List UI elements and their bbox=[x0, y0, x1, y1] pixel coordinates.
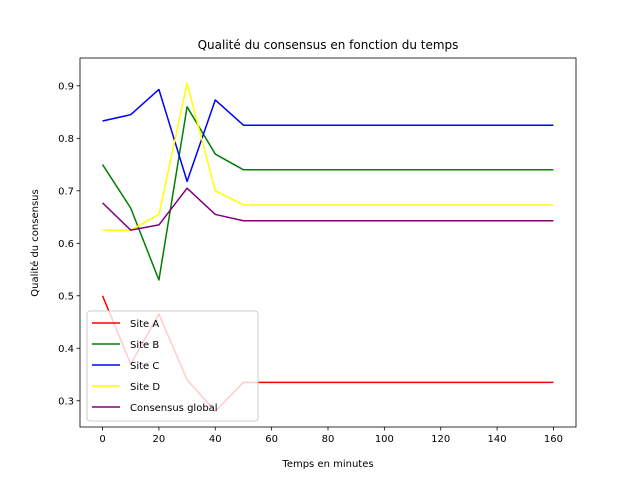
legend: Site A Site B Site C Site D Consensus global bbox=[86, 310, 259, 422]
axes-layer: 0 20 40 60 80 100 120 140 160 0.3 0.4 0.5 0.6 0.7 0.8 0… bbox=[58, 57, 577, 445]
y-tick-label: 0.5 bbox=[58, 291, 74, 302]
series-line-2 bbox=[101, 106, 554, 281]
legend-box bbox=[86, 310, 259, 422]
legend-label-3: Site C bbox=[130, 361, 159, 372]
y-tick-label: 0.4 bbox=[58, 344, 74, 355]
x-axis-label: Temps en minutes bbox=[281, 459, 373, 470]
series-line-3 bbox=[102, 88, 554, 183]
x-tick-label: 80 bbox=[322, 434, 335, 445]
legend-label-5: Consensus global bbox=[130, 403, 218, 414]
x-tick-label: 60 bbox=[265, 434, 278, 445]
chart-title: Qualité du consensus en fonction du temp… bbox=[198, 38, 459, 52]
x-tick-label: 160 bbox=[544, 434, 563, 445]
series-line-4 bbox=[102, 82, 554, 231]
series-line-5 bbox=[102, 187, 554, 231]
y-tick-label: 0.8 bbox=[58, 134, 74, 145]
y-axis-label: Qualité du consensus bbox=[29, 189, 41, 296]
x-tick-label: 20 bbox=[153, 434, 166, 445]
y-tick-label: 0.9 bbox=[58, 81, 74, 92]
legend-label-4: Site D bbox=[130, 382, 160, 393]
x-tick-label: 0 bbox=[99, 434, 105, 445]
x-tick-label: 100 bbox=[375, 434, 394, 445]
y-tick-label: 0.7 bbox=[58, 186, 74, 197]
legend-label-2: Site B bbox=[130, 340, 159, 351]
y-tick-label: 0.6 bbox=[58, 239, 74, 250]
x-tick-label: 40 bbox=[209, 434, 222, 445]
legend-label-1: Site A bbox=[130, 319, 159, 330]
x-tick-label: 120 bbox=[431, 434, 450, 445]
y-tick-label: 0.3 bbox=[58, 396, 74, 407]
x-tick-label: 140 bbox=[488, 434, 507, 445]
